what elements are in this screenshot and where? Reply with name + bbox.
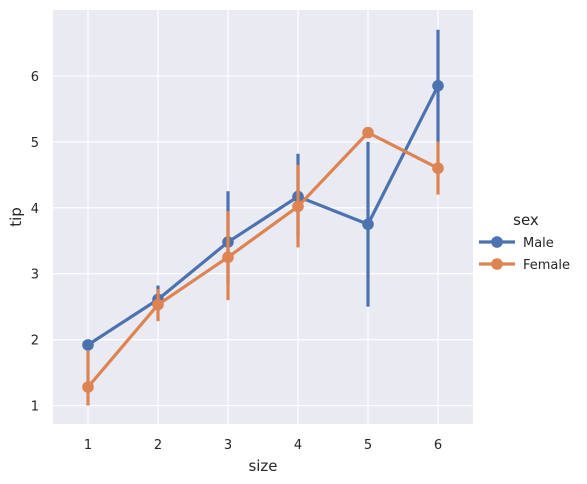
female-point [432, 162, 444, 175]
female-line [86, 131, 439, 389]
y-tick-label: 5 [31, 136, 39, 151]
legend-items: Male Female [479, 236, 570, 273]
y-tick-label: 2 [31, 334, 39, 349]
x-tick-label: 6 [434, 438, 442, 453]
x-axis-ticks: 1 2 3 4 5 6 [84, 438, 442, 453]
female-point [292, 200, 304, 213]
y-tick-label: 6 [31, 70, 39, 85]
legend-female-label: Female [523, 258, 570, 273]
y-tick-label: 3 [31, 268, 39, 283]
y-axis-ticks: 1 2 3 4 5 6 [31, 70, 39, 415]
x-tick-label: 1 [84, 438, 92, 453]
male-line [87, 85, 440, 347]
male-point [82, 339, 94, 351]
male-point [432, 80, 444, 92]
data-marks [82, 29, 444, 406]
female-point [222, 251, 234, 264]
x-tick-label: 5 [364, 438, 372, 453]
female-point [152, 298, 164, 311]
x-tick-label: 3 [224, 438, 232, 453]
y-axis-label: tip [7, 207, 25, 227]
x-tick-label: 2 [154, 438, 162, 453]
legend-male-label: Male [523, 236, 554, 251]
plot-area [53, 10, 473, 424]
y-tick-label: 4 [31, 202, 39, 217]
y-tick-label: 1 [31, 400, 39, 415]
legend-title: sex [513, 211, 539, 229]
female-point [82, 381, 94, 393]
legend-male-marker [491, 236, 503, 248]
legend-female-marker [491, 258, 503, 270]
legend: sex Male Female [479, 211, 570, 273]
male-point [362, 218, 374, 231]
x-tick-label: 4 [294, 438, 302, 453]
female-point [362, 126, 374, 139]
x-axis-label: size [248, 457, 277, 475]
